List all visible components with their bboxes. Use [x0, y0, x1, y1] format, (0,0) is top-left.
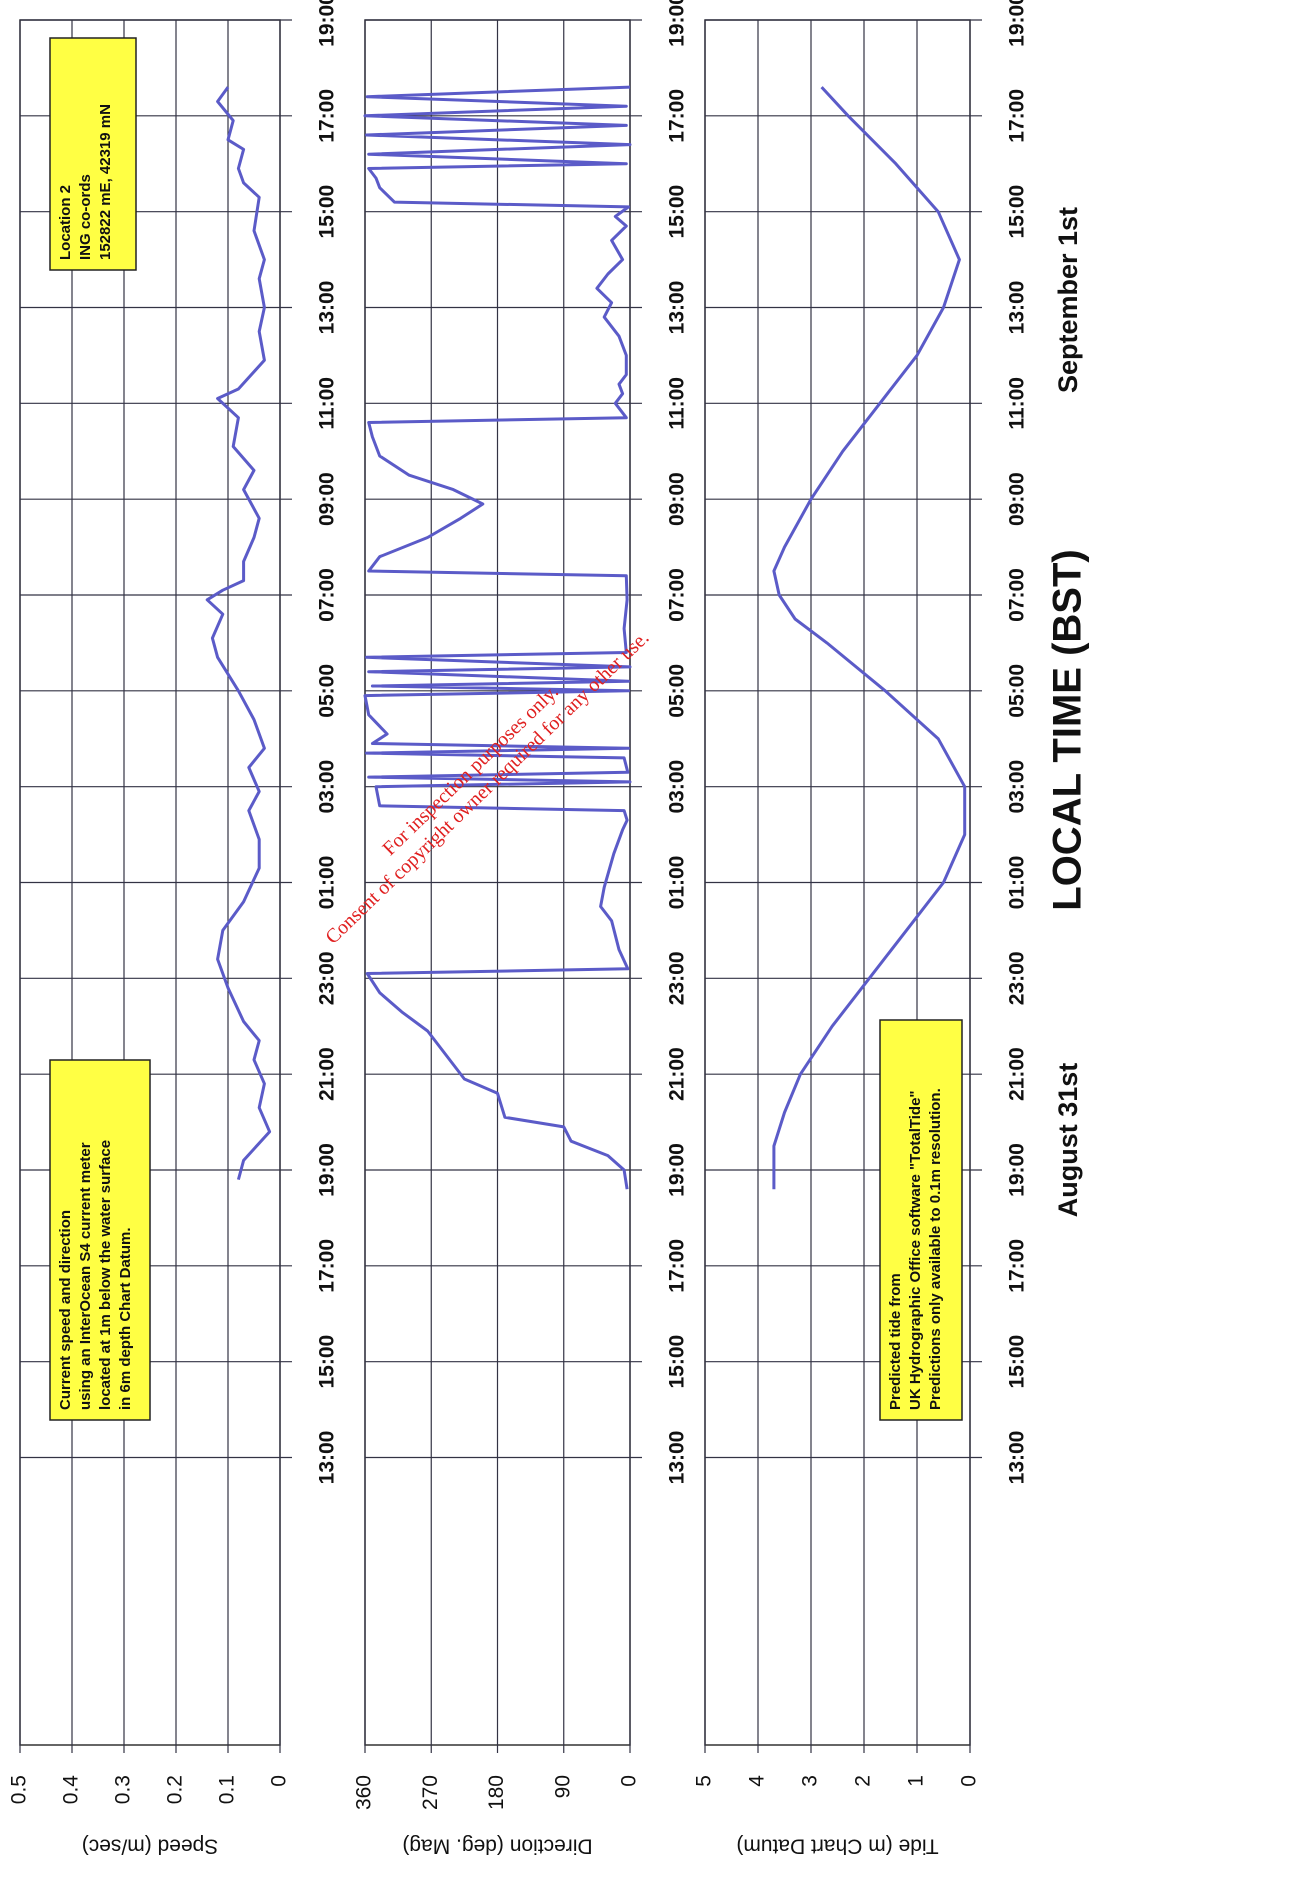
y-tick-label: 180 [485, 1775, 508, 1810]
note-text: Location 2 [57, 185, 74, 260]
x-tick-label: 09:00 [1006, 472, 1029, 526]
x-tick-label: 13:00 [1006, 1431, 1029, 1485]
x-tick-label: 03:00 [316, 760, 339, 814]
x-tick-label: 09:00 [666, 472, 689, 526]
y-tick-label: 0.3 [112, 1775, 135, 1804]
note-text: in 6m depth Chart Datum. [117, 1227, 134, 1410]
note-text: using an InterOcean S4 current meter [77, 1142, 94, 1410]
x-tick-label: 01:00 [666, 856, 689, 910]
date-label: September 1st [1053, 207, 1083, 393]
note-text: ING co-ords [77, 174, 94, 260]
rotated-page: 13:00 15:00 17:00 19:00 21:00 23:00 01:00 03:00… [8, 0, 1090, 1857]
y-tick-label: 0 [958, 1775, 981, 1787]
x-tick-label: 19:00 [666, 0, 689, 47]
note-text: Predicted tide from [887, 1273, 904, 1410]
note-box [49, 37, 137, 271]
x-tick-label: 01:00 [316, 856, 339, 910]
note-text: located at 1m below the water surface [97, 1140, 114, 1410]
x-tick-label: 15:00 [316, 1335, 339, 1389]
x-tick-label: 13:00 [1006, 281, 1029, 335]
x-tick-label: 15:00 [1006, 1335, 1029, 1389]
x-tick-label: 17:00 [316, 89, 339, 143]
note-text: 152822 mE, 42319 mN [97, 104, 114, 260]
y-axis-title: Speed (m/sec) [82, 1834, 219, 1857]
x-tick-label: 07:00 [666, 568, 689, 622]
x-tick-label: 21:00 [316, 1047, 339, 1101]
x-tick-label: 15:00 [666, 1335, 689, 1389]
x-tick-label: 07:00 [1006, 568, 1029, 622]
x-tick-label: 13:00 [316, 1431, 339, 1485]
x-tick-label: 13:00 [316, 281, 339, 335]
y-tick-label: 0.4 [60, 1775, 83, 1805]
x-tick-label: 03:00 [666, 760, 689, 814]
x-tick-label: 17:00 [666, 1239, 689, 1293]
note-text: Current speed and direction [57, 1210, 74, 1410]
data-line [205, 86, 272, 1180]
y-tick-label: 3 [799, 1775, 822, 1787]
x-tick-label: 11:00 [1006, 377, 1029, 430]
note-box [879, 1019, 963, 1421]
x-tick-label: 19:00 [1006, 0, 1029, 47]
x-tick-label: 17:00 [316, 1239, 339, 1293]
y-tick-label: 90 [551, 1775, 574, 1798]
x-tick-label: 07:00 [316, 568, 339, 622]
note-text: Predictions only available to 0.1m resol… [927, 1088, 944, 1410]
y-tick-label: 1 [905, 1775, 928, 1787]
x-tick-label: 09:00 [316, 472, 339, 526]
x-tick-label: 23:00 [1006, 951, 1029, 1005]
watermark-text: For inspection purposes only. [378, 681, 563, 860]
x-tick-label: 23:00 [316, 951, 339, 1005]
x-tick-label: 17:00 [1006, 89, 1029, 143]
x-tick-label: 19:00 [1006, 1143, 1029, 1197]
y-axis-title: Tide (m Chart Datum) [736, 1834, 938, 1857]
x-tick-label: 11:00 [316, 377, 339, 430]
x-tick-label: 17:00 [1006, 1239, 1029, 1293]
x-tick-label: 13:00 [666, 1431, 689, 1485]
x-tick-label: 03:00 [1006, 760, 1029, 814]
y-tick-label: 2 [852, 1775, 875, 1787]
y-tick-label: 4 [746, 1775, 769, 1787]
y-axis-title: Direction (deg. Mag) [402, 1834, 592, 1857]
x-tick-label: 05:00 [316, 664, 339, 718]
note-text: UK Hydrographic Office software "TotalTi… [907, 1090, 924, 1410]
y-tick-label: 0.5 [8, 1775, 31, 1804]
y-tick-label: 270 [419, 1775, 442, 1810]
x-tick-label: 15:00 [316, 185, 339, 239]
data-line [363, 85, 632, 1190]
x-tick-label: 21:00 [1006, 1047, 1029, 1101]
x-axis-title: LOCAL TIME (BST) [1046, 549, 1090, 910]
note-box [49, 1059, 151, 1421]
data-line [772, 86, 967, 1190]
x-tick-label: 19:00 [666, 1143, 689, 1197]
y-tick-label: 5 [693, 1775, 716, 1787]
x-tick-label: 05:00 [666, 664, 689, 718]
x-tick-label: 01:00 [1006, 856, 1029, 910]
x-tick-label: 19:00 [316, 1143, 339, 1197]
x-tick-label: 15:00 [1006, 185, 1029, 239]
x-tick-label: 19:00 [316, 0, 339, 47]
x-tick-label: 17:00 [666, 89, 689, 143]
x-tick-label: 05:00 [1006, 664, 1029, 718]
x-tick-label: 23:00 [666, 951, 689, 1005]
x-tick-label: 15:00 [666, 185, 689, 239]
y-tick-label: 0 [268, 1775, 291, 1787]
y-tick-label: 0.1 [216, 1775, 239, 1804]
x-tick-label: 13:00 [666, 281, 689, 335]
date-label: August 31st [1053, 1063, 1083, 1218]
x-tick-label: 21:00 [666, 1047, 689, 1101]
y-tick-label: 0 [618, 1775, 641, 1787]
y-tick-label: 0.2 [164, 1775, 187, 1804]
x-tick-label: 11:00 [666, 377, 689, 430]
y-tick-label: 360 [353, 1775, 376, 1810]
